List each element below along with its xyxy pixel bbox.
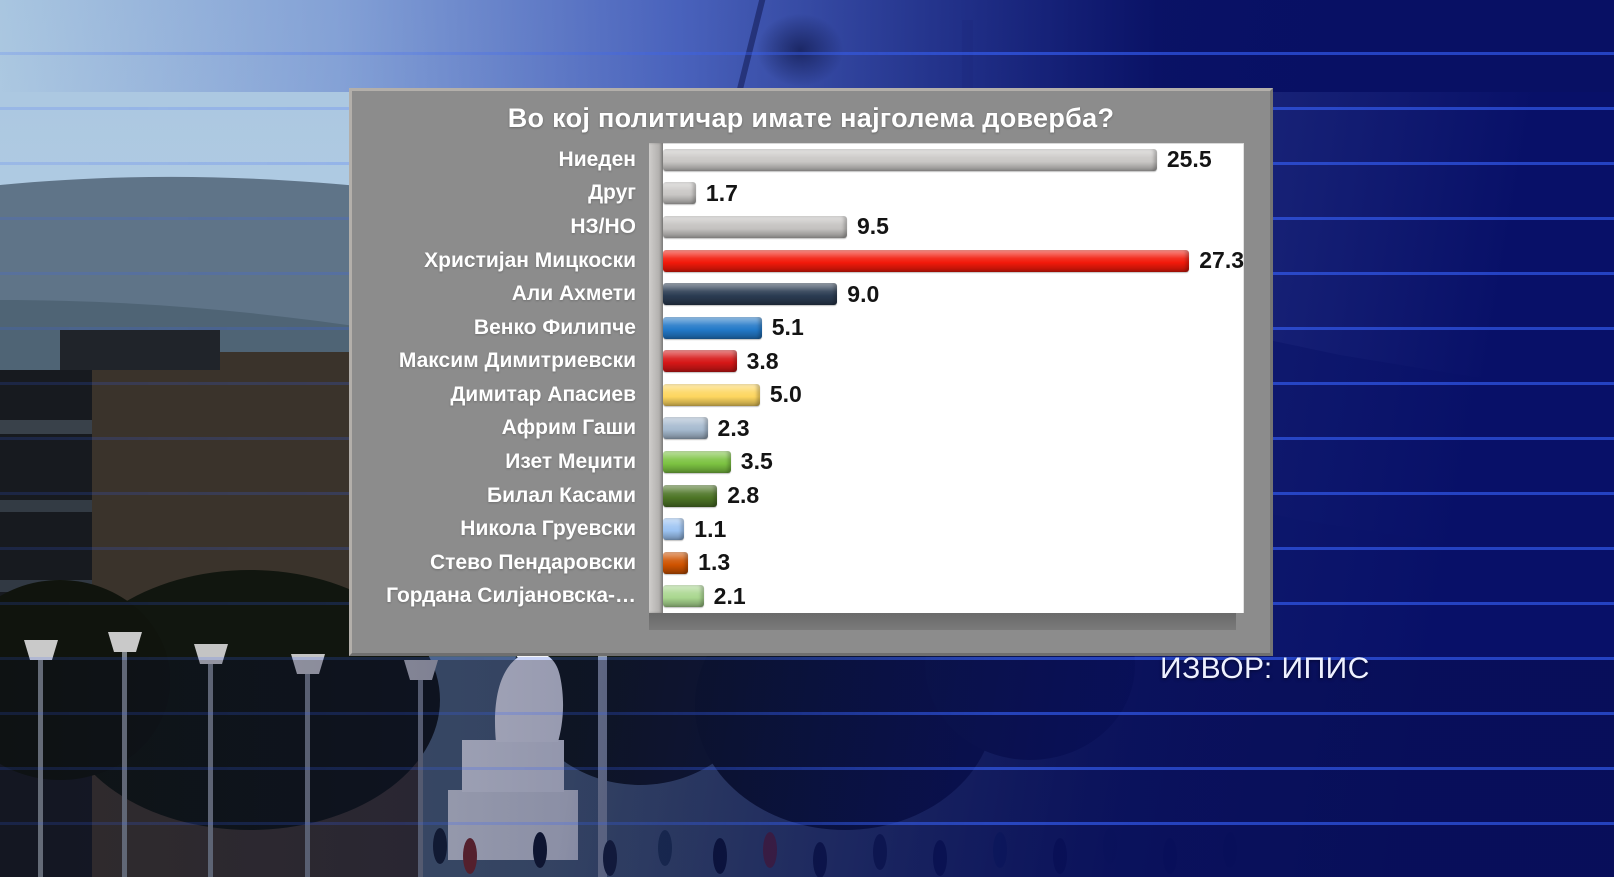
value-label: 1.1 [694,515,727,542]
statue-pedestal-upper [462,740,564,792]
bar [663,350,737,373]
value-label: 2.8 [727,482,760,509]
bar-row: 5.0 [663,378,1244,412]
category-label: Стево Пендаровски [429,550,636,574]
bar-row: 2.3 [663,412,1244,446]
bar-row: 5.1 [663,311,1244,345]
bar-row: 9.5 [663,210,1244,244]
building-roof-box [60,330,220,370]
plot-area: 25.5 1.7 9.5 27.3 9.0 5.1 3.8 5.0 2.3 3.5 2.8 1.1 1.… [649,143,1244,613]
category-label: Венко Филипче [473,315,636,339]
bar [663,417,708,440]
bar [663,316,762,339]
category-label: Гордана Силјановска-… [386,584,636,608]
category-label: Африм Гаши [501,416,636,440]
bar-row: 1.3 [663,546,1244,580]
bar [663,551,689,574]
chart-title: Во кој политичар имате најголема доверба… [507,103,1115,133]
source-label: ИЗВОР: ИПИС [1160,652,1370,685]
value-label: 3.5 [740,448,773,475]
building-left-band [0,500,98,512]
bar [663,215,847,238]
bar [663,585,704,608]
bar-row: 25.5 [663,143,1244,177]
category-label: Никола Груевски [460,517,636,541]
chart-body: Ниеден Друг НЗ/НО Христијан Мицкоски Али Ахм… [352,143,1270,613]
bar [663,484,718,507]
category-label: Билал Касами [486,483,636,507]
bar [663,182,696,205]
bar-row: 3.5 [663,445,1244,479]
bar-row: 3.8 [663,344,1244,378]
bar-row: 27.3 [663,244,1244,278]
category-label: Али Ахмети [511,282,636,306]
value-label: 2.3 [717,414,750,441]
building-left-band [0,420,98,434]
category-label: Христијан Мицкоски [424,248,636,272]
chart-floor-shadow [649,613,1236,630]
bar [663,283,838,306]
bar-row: 2.8 [663,479,1244,513]
bar [663,249,1190,272]
bar [663,450,731,473]
value-label: 5.0 [769,381,802,408]
category-label: Изет Меџити [505,449,636,473]
bar-row: 1.1 [663,512,1244,546]
bar [663,148,1157,171]
value-label: 25.5 [1166,146,1212,173]
category-label: Друг [588,181,636,205]
bar [663,383,760,406]
value-label: 9.5 [856,213,889,240]
bar-row: 9.0 [663,277,1244,311]
value-label: 3.8 [746,347,779,374]
value-label: 1.7 [705,179,738,206]
bar [663,518,685,541]
category-label: Максим Димитриевски [398,349,636,373]
bar-row: 1.7 [663,177,1244,211]
value-label: 2.1 [713,582,746,609]
category-label: НЗ/НО [570,214,636,238]
bar-row: 2.1 [663,580,1244,614]
value-label: 9.0 [847,280,880,307]
value-label: 5.1 [771,314,804,341]
chart-panel: Во кој политичар имате најголема доверба… [349,88,1273,656]
category-label: Димитар Апасиев [450,382,636,406]
value-label: 27.3 [1199,247,1244,274]
category-labels: Ниеден Друг НЗ/НО Христијан Мицкоски Али Ахм… [352,143,649,613]
value-label: 1.3 [698,549,731,576]
category-label: Ниеден [558,147,636,171]
